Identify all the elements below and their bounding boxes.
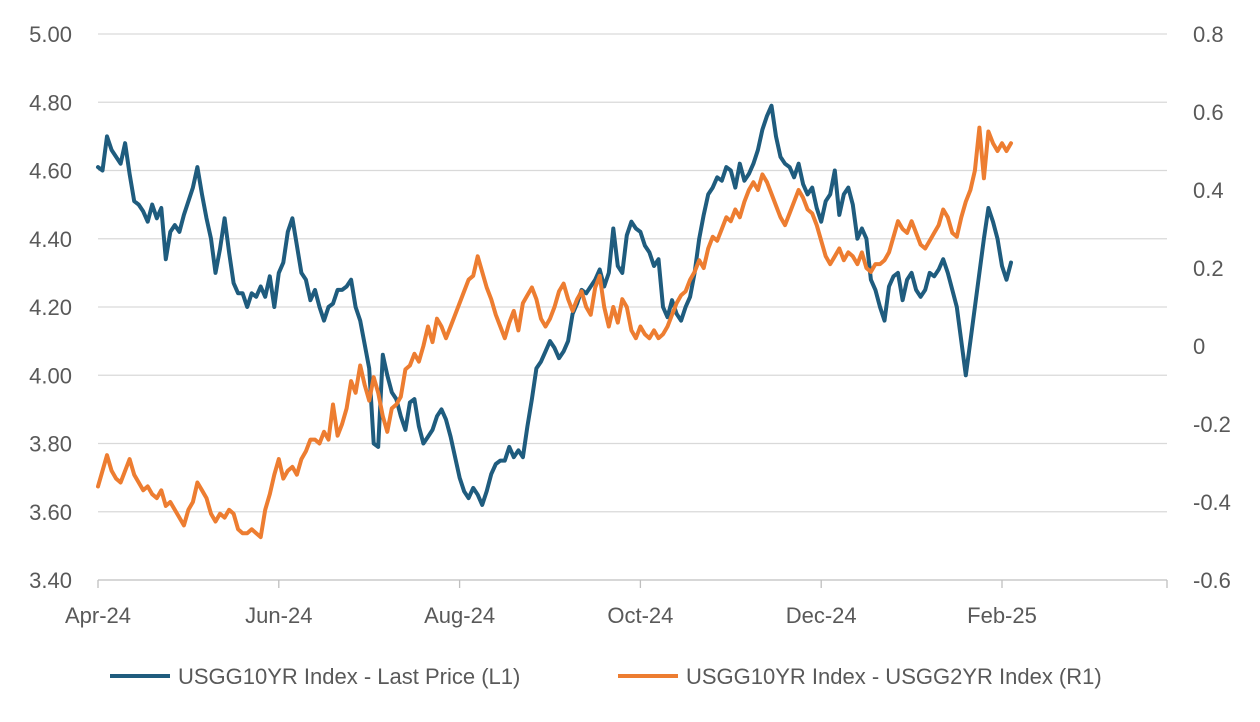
x-tick-label: Apr-24	[65, 603, 131, 628]
y-right-tick-label: 0	[1193, 334, 1205, 359]
y-left-tick-label: 4.00	[29, 363, 72, 388]
y-right-tick-label: 0.4	[1193, 178, 1224, 203]
y-left-tick-label: 5.00	[29, 22, 72, 47]
y-left-tick-label: 3.40	[29, 568, 72, 593]
y-left-tick-label: 4.60	[29, 159, 72, 184]
y-right-tick-label: 0.8	[1193, 22, 1224, 47]
y-left-tick-label: 4.20	[29, 295, 72, 320]
x-tick-label: Oct-24	[607, 603, 673, 628]
x-tick-label: Aug-24	[424, 603, 495, 628]
x-tick-label: Feb-25	[967, 603, 1037, 628]
y-left-tick-label: 3.60	[29, 500, 72, 525]
axes: 3.40 3.60 3.80 4.00 4.20 4.40 4.60 4.80 5.00 -0.6…	[29, 22, 1231, 628]
legend: USGG10YR Index - Last Price (L1) USGG10YR…	[110, 664, 1102, 689]
y-left-tick-label: 4.80	[29, 90, 72, 115]
legend-label: USGG10YR Index - Last Price (L1)	[178, 664, 520, 689]
y-left-tick-label: 4.40	[29, 227, 72, 252]
x-tick-label: Jun-24	[245, 603, 312, 628]
series-line-10yr-yield	[96, 103, 1013, 507]
y-right-tick-label: 0.6	[1193, 100, 1224, 125]
x-tick-label: Dec-24	[786, 603, 857, 628]
legend-label: USGG10YR Index - USGG2YR Index (R1)	[686, 664, 1102, 689]
y-left-tick-label: 3.80	[29, 432, 72, 457]
series-line-10y-2y-spread	[96, 125, 1013, 540]
y-right-tick-label: 0.2	[1193, 256, 1224, 281]
y-right-tick-label: -0.6	[1193, 568, 1231, 593]
y-right-tick-label: -0.2	[1193, 412, 1231, 437]
y-right-tick-label: -0.4	[1193, 490, 1231, 515]
series-lines	[96, 103, 1013, 540]
